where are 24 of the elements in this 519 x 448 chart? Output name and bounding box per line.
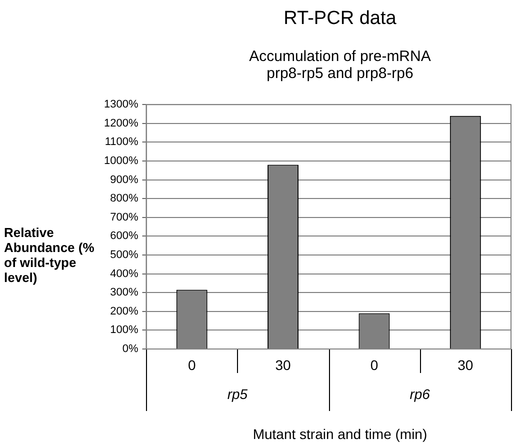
y-tick-label: 900% <box>110 174 138 186</box>
x-tick-label: 30 <box>458 356 474 373</box>
y-axis-title: Relative Abundance (% of wild-type level) <box>4 225 96 285</box>
chart-title: RT-PCR data <box>282 8 398 30</box>
y-tick-label: 500% <box>110 249 138 262</box>
y-tick-label: 0% <box>122 343 138 356</box>
y-tick-label: 1200% <box>104 117 138 130</box>
y-tick-label: 100% <box>110 324 138 336</box>
y-tick-label: 1000% <box>104 155 138 168</box>
y-tick-label: 400% <box>110 268 138 280</box>
y-tick-label: 800% <box>110 192 138 205</box>
y-tick-label: 300% <box>110 286 138 299</box>
x-tick-label: 30 <box>275 356 292 373</box>
chart-subtitle: Accumulation of pre-mRNA prp8-rp5 and prp8-rp6 <box>248 48 432 82</box>
x-tick-label: 0 <box>188 356 196 373</box>
y-tick-label: 1300% <box>104 98 138 111</box>
x-axis-title: Mutant strain and time (min) <box>252 426 428 442</box>
text: rp5 <box>227 386 248 402</box>
y-tick-label: 1100% <box>104 136 138 148</box>
y-tick-label: 700% <box>110 211 138 224</box>
y-tick-label: 200% <box>110 305 138 318</box>
y-tick-label: 600% <box>110 230 138 242</box>
x-tick-label: 0 <box>370 356 378 373</box>
text: rp6 <box>410 386 430 402</box>
